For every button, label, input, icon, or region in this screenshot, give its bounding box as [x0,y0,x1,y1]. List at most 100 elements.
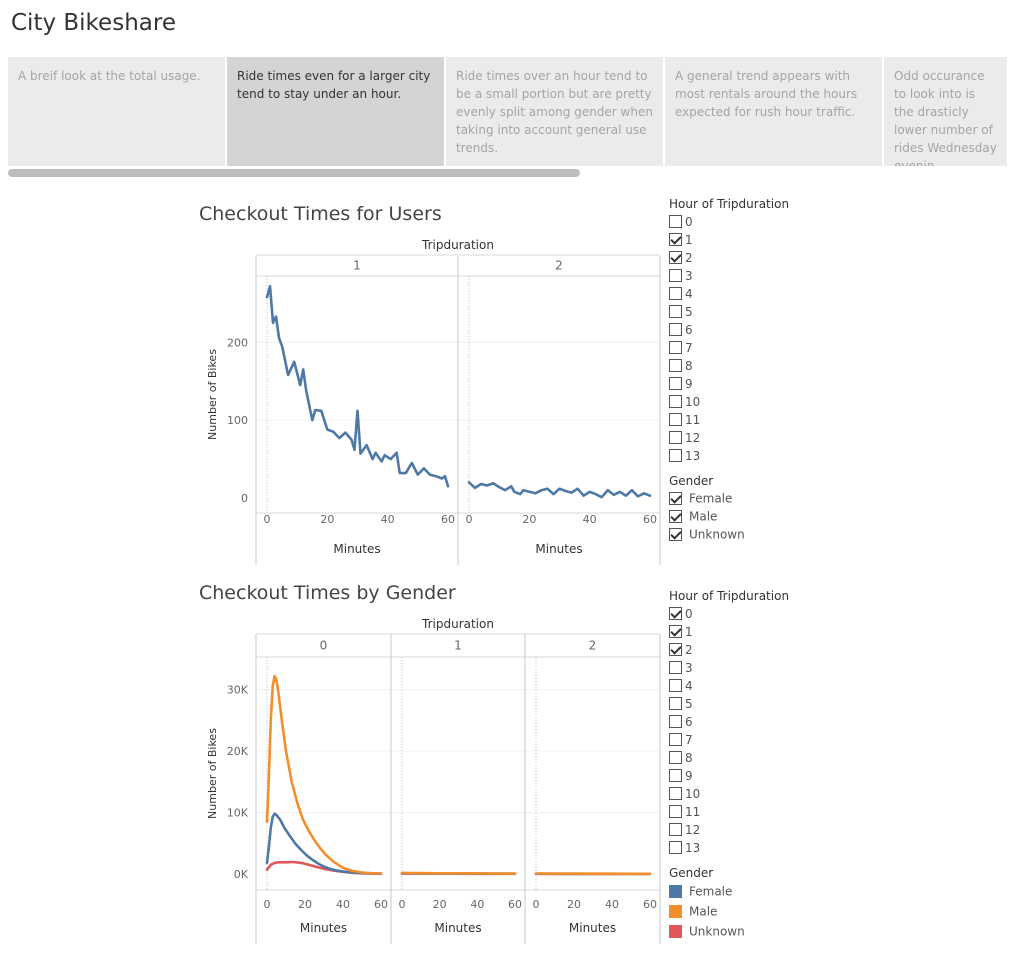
hour-filter-item[interactable]: 9 [669,374,789,392]
hour-filter-item[interactable]: 5 [669,302,789,320]
gender-legend-item[interactable]: Female [669,881,789,901]
hour-filter-item[interactable]: 1 [669,622,789,640]
checkbox[interactable] [669,251,682,264]
hour-filter-item[interactable]: 0 [669,212,789,230]
gender-filter-item[interactable]: Female [669,489,789,507]
hour-filter-item[interactable]: 3 [669,658,789,676]
hour-filter-item[interactable]: 4 [669,676,789,694]
checkbox[interactable] [669,323,682,336]
checkbox[interactable] [669,823,682,836]
story-point-2[interactable]: Ride times even for a larger city tend t… [227,57,444,166]
checkbox[interactable] [669,787,682,800]
hour-filter-item[interactable]: 7 [669,338,789,356]
hour-filter-item[interactable]: 6 [669,712,789,730]
facet-header-label: 1 [454,639,462,653]
hour-filter-label: 5 [685,696,693,711]
story-scrollbar[interactable] [8,169,580,177]
checkbox[interactable] [669,643,682,656]
checkbox[interactable] [669,625,682,638]
hour-filter-list: 0 1 2 3 4 5 6 7 8 9 10 11 12 13 [669,604,789,856]
hour-filter-label: 8 [685,750,693,765]
checkbox[interactable] [669,769,682,782]
hour-filter-item[interactable]: 7 [669,730,789,748]
y-tick-label: 100 [227,414,248,427]
checkbox[interactable] [669,377,682,390]
checkbox[interactable] [669,431,682,444]
checkbox[interactable] [669,215,682,228]
hour-filter-label: 4 [685,678,693,693]
story-point-3[interactable]: Ride times over an hour tend to be a sma… [446,57,663,166]
story-point-text: A general trend appears with most rental… [675,69,858,119]
x-tick-label: 0 [399,898,406,911]
story-point-5[interactable]: Odd occurance to look into is the drasti… [884,57,1007,166]
hour-filter-item[interactable]: 0 [669,604,789,622]
hour-filter-item[interactable]: 2 [669,248,789,266]
x-axis-title: Minutes [569,921,616,935]
hour-filter-label: 9 [685,376,693,391]
hour-filter-item[interactable]: 2 [669,640,789,658]
hour-filter-item[interactable]: 11 [669,410,789,428]
checkbox[interactable] [669,449,682,462]
hour-filter-label: 10 [685,394,701,409]
checkbox[interactable] [669,841,682,854]
x-tick-label: 60 [643,898,657,911]
checkbox[interactable] [669,287,682,300]
hour-filter-item[interactable]: 1 [669,230,789,248]
checkbox[interactable] [669,661,682,674]
x-tick-label: 20 [433,898,447,911]
hour-filter-item[interactable]: 10 [669,784,789,802]
users-legend: Hour of Tripduration 0 1 2 3 4 5 6 7 8 9 10 11 12 13 … [669,197,789,543]
x-tick-label: 40 [605,898,619,911]
hour-filter-item[interactable]: 11 [669,802,789,820]
checkbox[interactable] [669,528,682,541]
checkbox[interactable] [669,805,682,818]
series-line-users-facet-2[interactable] [467,481,652,499]
story-point-4[interactable]: A general trend appears with most rental… [665,57,882,166]
hour-filter-item[interactable]: 9 [669,766,789,784]
hour-filter-item[interactable]: 8 [669,748,789,766]
gender-filter-item[interactable]: Unknown [669,525,789,543]
checkbox[interactable] [669,697,682,710]
checkbox[interactable] [669,341,682,354]
checkbox[interactable] [669,679,682,692]
hour-filter-item[interactable]: 12 [669,820,789,838]
hour-filter-item[interactable]: 13 [669,838,789,856]
color-swatch [669,925,682,938]
series-line-male-facet-1[interactable] [400,871,517,875]
hour-filter-label: 7 [685,340,693,355]
color-swatch [669,905,682,918]
x-axis-title: Minutes [434,921,481,935]
checkbox[interactable] [669,359,682,372]
hour-filter-item[interactable]: 13 [669,446,789,464]
checkbox[interactable] [669,269,682,282]
gender-label: Female [689,491,733,506]
hour-filter-item[interactable]: 3 [669,266,789,284]
checkbox[interactable] [669,607,682,620]
checkbox[interactable] [669,510,682,523]
series-line-female-facet-0[interactable] [265,812,383,875]
series-line-users-facet-1[interactable] [265,284,450,488]
checkbox[interactable] [669,395,682,408]
hour-filter-item[interactable]: 8 [669,356,789,374]
checkbox[interactable] [669,492,682,505]
x-axis-title: Minutes [535,542,582,556]
hour-filter-item[interactable]: 5 [669,694,789,712]
hour-filter-item[interactable]: 10 [669,392,789,410]
gender-legend-item[interactable]: Unknown [669,921,789,941]
gender-filter-item[interactable]: Male [669,507,789,525]
checkbox[interactable] [669,733,682,746]
checkbox[interactable] [669,715,682,728]
story-point-1[interactable]: A breif look at the total usage. [8,57,225,166]
checkbox[interactable] [669,305,682,318]
gender-legend-item[interactable]: Male [669,901,789,921]
series-line-male-facet-0[interactable] [265,674,383,875]
x-tick-label: 20 [320,513,334,526]
hour-filter-item[interactable]: 4 [669,284,789,302]
hour-filter-item[interactable]: 6 [669,320,789,338]
dashboard-title: City Bikeshare [11,10,176,36]
checkbox[interactable] [669,233,682,246]
hour-filter-list: 0 1 2 3 4 5 6 7 8 9 10 11 12 13 [669,212,789,464]
checkbox[interactable] [669,751,682,764]
hour-filter-item[interactable]: 12 [669,428,789,446]
checkbox[interactable] [669,413,682,426]
